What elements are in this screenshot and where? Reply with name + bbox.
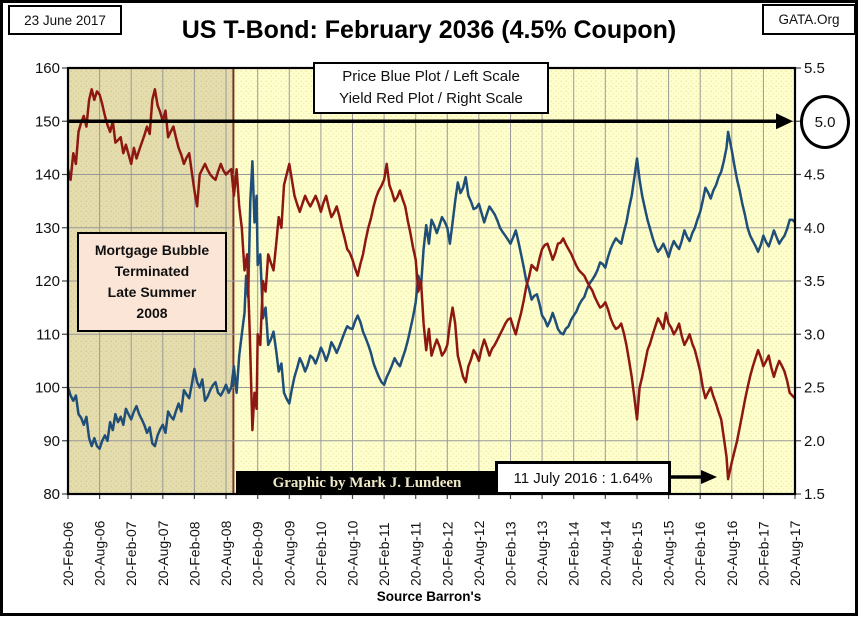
x-axis-tick-label: 20-Feb-14 — [566, 521, 582, 586]
reference-arrow — [68, 113, 793, 130]
date-box: 23 June 2017 — [8, 5, 122, 35]
x-axis-tick-label: 20-Feb-07 — [123, 521, 139, 586]
x-axis-tick-label: 20-Feb-15 — [629, 521, 645, 586]
left-axis-tick-label: 110 — [36, 326, 60, 343]
bubble-line-1: Mortgage Bubble — [94, 242, 210, 258]
left-axis-tick-label: 80 — [43, 486, 60, 503]
x-axis-tick-label: 20-Aug-11 — [408, 521, 424, 586]
price-line — [66, 130, 796, 450]
page-title: US T-Bond: February 2036 (4.5% Coupon) — [181, 16, 677, 44]
bubble-line-3: Late Summer — [107, 284, 197, 300]
x-axis-tick-label: 20-Feb-06 — [60, 521, 76, 586]
x-axis-tick-label: 20-Feb-08 — [186, 521, 202, 586]
x-axis-tick-label: 20-Aug-13 — [534, 520, 550, 586]
yield-low-annotation: 11 July 2016 : 1.64% — [495, 461, 671, 495]
x-axis-tick-label: 20-Aug-15 — [661, 520, 677, 586]
x-axis-tick-label: 20-Aug-10 — [345, 520, 361, 586]
left-axis-tick-label: 150 — [35, 113, 60, 130]
x-axis-tick-label: 20-Aug-09 — [281, 520, 297, 586]
site-label: GATA.Org — [778, 12, 840, 27]
legend-box: Price Blue Plot / Left Scale Yield Red P… — [313, 62, 549, 114]
credit-box: Graphic by Mark J. Lundeen — [236, 471, 498, 495]
x-axis-tick-label: 20-Aug-17 — [787, 520, 803, 586]
x-axis-tick-label: 20-Aug-12 — [471, 520, 487, 586]
left-axis-tick-label: 160 — [35, 60, 60, 77]
x-axis-tick-label: 20-Feb-13 — [503, 521, 519, 586]
x-axis-tick-label: 20-Feb-16 — [692, 521, 708, 586]
bubble-line-2: Terminated — [114, 263, 190, 279]
x-axis-tick-label: 20-Aug-08 — [218, 520, 234, 586]
left-axis-tick-label: 140 — [35, 167, 60, 184]
right-axis-tick-label: 5.5 — [804, 60, 825, 77]
yield-line — [66, 88, 796, 481]
right-axis-tick-label: 4.0 — [804, 220, 825, 237]
gridlines — [68, 68, 795, 494]
right-axis-tick-label: 3.5 — [804, 273, 825, 290]
right-axis-tick-label: 1.5 — [804, 486, 825, 503]
right-axis-tick-label: 2.0 — [804, 433, 825, 450]
x-axis-tick-label: 20-Feb-12 — [439, 521, 455, 586]
yield-low-arrow — [671, 470, 717, 484]
left-axis-tick-label: 130 — [35, 220, 60, 237]
right-axis-tick-label: 3.0 — [804, 326, 825, 343]
circled-axis-value: 5.0 — [800, 95, 850, 149]
bubble-line-4: 2008 — [136, 305, 168, 321]
left-axis-tick-label: 120 — [35, 273, 60, 290]
x-axis-tick-label: 20-Aug-14 — [597, 520, 613, 586]
x-axis-tick-label: 20-Feb-10 — [313, 521, 329, 586]
x-axis-tick-label: 20-Feb-09 — [250, 521, 266, 586]
mortgage-bubble-annotation: Mortgage Bubble Terminated Late Summer 2… — [77, 232, 227, 332]
source-label: Source Barron's — [376, 589, 482, 604]
legend-line-price: Price Blue Plot / Left Scale — [342, 68, 520, 86]
left-axis-labels: 160 150 140 130 120 110 100 90 80 — [35, 60, 60, 503]
left-axis-tick-label: 100 — [35, 380, 60, 397]
x-axis-labels: 20-Feb-06 20-Aug-06 20-Feb-07 20-Aug-07 20-F… — [60, 520, 803, 586]
date-label: 23 June 2017 — [24, 12, 106, 28]
x-axis-tick-label: 20-Feb-11 — [376, 522, 392, 586]
x-axis-tick-label: 20-Aug-16 — [724, 520, 740, 586]
site-box: GATA.Org — [762, 4, 856, 35]
x-axis-tick-label: 20-Aug-06 — [92, 520, 108, 586]
left-axis-tick-label: 90 — [43, 433, 60, 450]
x-axis-tick-label: 20-Aug-07 — [155, 520, 171, 586]
right-axis-tick-label: 4.5 — [804, 167, 825, 184]
x-axis-tick-label: 20-Feb-17 — [755, 521, 771, 586]
legend-line-yield: Yield Red Plot / Right Scale — [339, 90, 523, 107]
right-axis-tick-label: 2.5 — [804, 380, 825, 397]
